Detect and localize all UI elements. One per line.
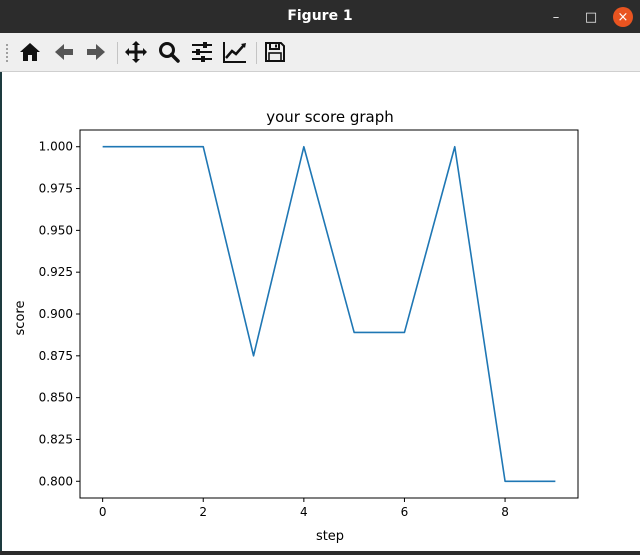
- subplots-config-icon: [192, 42, 212, 62]
- close-icon: ×: [613, 7, 633, 27]
- x-tick-label: 4: [300, 505, 308, 519]
- y-tick-label: 0.875: [39, 349, 73, 363]
- y-tick-label: 0.850: [39, 391, 73, 405]
- window-left-edge: [0, 72, 2, 551]
- y-tick-label: 1.000: [39, 140, 73, 154]
- y-tick-label: 0.925: [39, 265, 73, 279]
- y-tick-label: 0.800: [39, 474, 73, 488]
- toolbar-grip[interactable]: [5, 43, 9, 63]
- y-tick-label: 0.975: [39, 182, 73, 196]
- save-button[interactable]: [261, 38, 289, 66]
- y-axis-label: score: [13, 301, 28, 336]
- back-arrow-icon: [55, 44, 73, 60]
- y-tick-label: 0.950: [39, 223, 73, 237]
- home-icon: [20, 43, 40, 61]
- edit-axes-button[interactable]: [221, 38, 249, 66]
- x-axis: 0 2 4 6 8: [99, 498, 509, 519]
- back-button[interactable]: [50, 38, 78, 66]
- navigation-toolbar: [0, 33, 640, 72]
- window-title: Figure 1: [287, 8, 353, 24]
- chart-title: your score graph: [266, 108, 393, 126]
- configure-subplots-button[interactable]: [188, 38, 216, 66]
- zoom-icon: [159, 42, 180, 63]
- x-tick-label: 0: [99, 505, 107, 519]
- y-tick-label: 0.900: [39, 307, 73, 321]
- maximize-icon: □: [584, 9, 598, 25]
- y-axis: 0.800 0.825 0.850 0.875 0.900 0.925 0.950 0.975…: [39, 140, 80, 488]
- home-button[interactable]: [16, 38, 44, 66]
- toolbar-separator: [256, 42, 257, 64]
- series-group: [102, 145, 556, 483]
- series-line: [102, 145, 556, 483]
- pan-button[interactable]: [122, 38, 150, 66]
- pan-icon: [125, 41, 147, 63]
- save-icon: [265, 42, 285, 62]
- forward-button[interactable]: [82, 38, 110, 66]
- minimize-icon: –: [552, 9, 560, 25]
- title-bar[interactable]: Figure 1 – □ ×: [0, 0, 640, 33]
- maximize-button[interactable]: □: [580, 6, 602, 28]
- x-tick-label: 6: [401, 505, 409, 519]
- plot-area: [79, 129, 579, 499]
- x-tick-label: 2: [199, 505, 207, 519]
- x-axis-label: step: [316, 529, 344, 544]
- zoom-button[interactable]: [155, 38, 183, 66]
- forward-arrow-icon: [87, 44, 105, 60]
- toolbar-separator: [117, 42, 118, 64]
- x-tick-label: 8: [501, 505, 509, 519]
- close-button[interactable]: ×: [612, 6, 634, 28]
- edit-axes-icon: [223, 42, 246, 63]
- minimize-button[interactable]: –: [545, 6, 567, 28]
- y-tick-label: 0.825: [39, 432, 73, 446]
